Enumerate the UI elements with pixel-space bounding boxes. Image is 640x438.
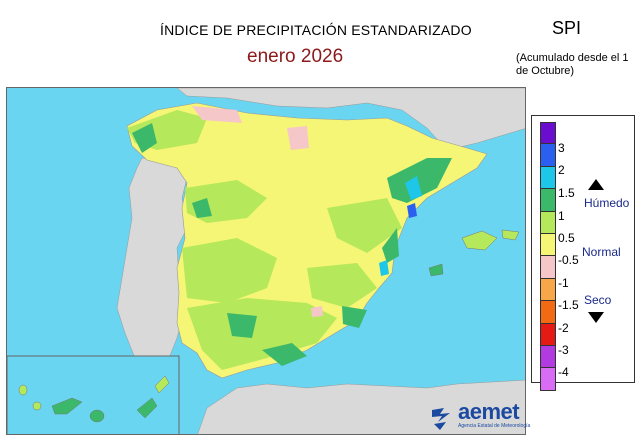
legend-color-band: [540, 166, 556, 190]
legend-tick: 3: [558, 141, 565, 155]
legend-color-band: [540, 211, 556, 234]
canary-island: [32, 401, 42, 411]
canary-island: [51, 397, 83, 415]
canary-inset: [7, 355, 180, 434]
balearic-island: [428, 263, 444, 277]
spi-patch: [287, 126, 309, 150]
spi-patch: [405, 176, 422, 200]
dry-label: Seco: [584, 293, 612, 307]
spi-legend: 3 2 1.5 1 0.5 -0.5 -1 -1.5 -2 -3 -4 Húme…: [531, 115, 635, 391]
legend-color-band: [540, 189, 556, 212]
legend-tick: 1.5: [558, 186, 575, 200]
legend-tick: -2: [558, 321, 569, 335]
dry-arrow-icon: [588, 312, 604, 323]
legend-tick: -1: [558, 276, 569, 290]
spi-patch: [192, 198, 212, 218]
period-label: enero 2026: [247, 46, 344, 67]
map-title: ÍNDICE DE PRECIPITACIÓN ESTANDARIZADO: [160, 22, 472, 38]
spi-patch: [262, 343, 307, 366]
legend-color-band: [540, 368, 556, 391]
legend-tick: -1.5: [558, 298, 579, 312]
legend-color-band: [540, 256, 556, 279]
logo-name: aemet: [458, 399, 520, 424]
legend-tick: 0.5: [558, 231, 575, 245]
wet-label: Húmedo: [584, 196, 630, 210]
legend-tick: -3: [558, 343, 569, 357]
spi-patch: [407, 203, 417, 218]
spi-patch: [311, 306, 323, 317]
spi-patch: [307, 263, 377, 308]
africa-landmass: [197, 379, 525, 434]
legend-color-band: [540, 144, 556, 167]
normal-label: Normal: [582, 245, 621, 259]
canary-island: [89, 409, 105, 423]
canary-island: [154, 375, 170, 394]
accumulation-note: (Acumulado desde el 1 de Octubre): [516, 52, 629, 77]
legend-tick: 2: [558, 163, 565, 177]
spi-patch: [387, 158, 452, 203]
spi-patch: [227, 313, 257, 338]
spi-patch: [192, 106, 242, 123]
index-name: SPI: [552, 18, 582, 38]
france-landmass: [176, 88, 525, 151]
legend-color-band: [540, 323, 556, 346]
canary-island: [18, 384, 28, 396]
spi-patch: [132, 123, 157, 153]
spi-map: [6, 87, 526, 435]
legend-tick: -0.5: [558, 253, 579, 267]
legend-color-band: [540, 122, 556, 145]
legend-tick: 1: [558, 209, 565, 223]
spi-patch: [187, 298, 337, 370]
spi-patch: [382, 228, 399, 263]
legend-color-band: [540, 234, 556, 257]
wet-arrow-icon: [588, 179, 604, 190]
map-canvas: [7, 88, 525, 434]
logo-subtitle: Agencia Estatal de Meteorología: [458, 423, 531, 429]
canary-island: [136, 397, 158, 419]
spi-patch: [182, 238, 277, 303]
legend-color-band: [540, 301, 556, 324]
aemet-logo-icon: [432, 408, 450, 430]
legend-color-band: [540, 346, 556, 369]
spi-patch: [342, 306, 367, 328]
balearic-island: [501, 229, 520, 241]
spi-patch: [327, 198, 402, 253]
legend-color-band: [540, 278, 556, 302]
legend-tick: -4: [558, 365, 569, 379]
balearic-island: [461, 230, 498, 251]
spi-patch: [379, 260, 389, 276]
